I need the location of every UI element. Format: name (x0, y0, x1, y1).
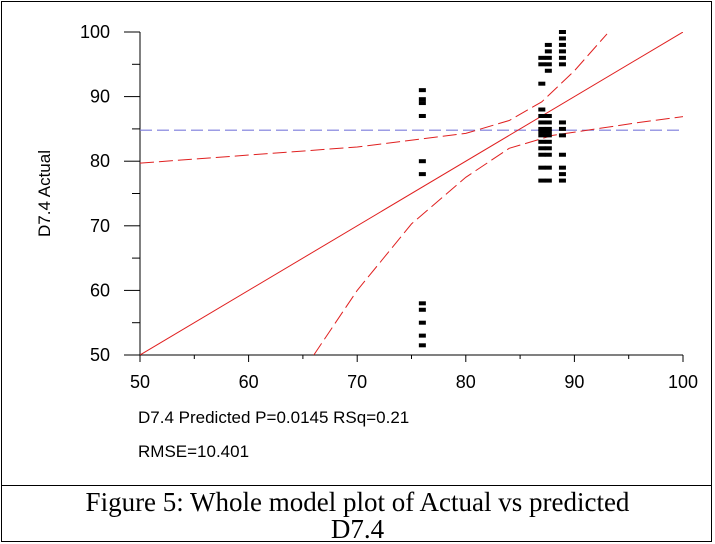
data-point (538, 113, 546, 118)
data-point (544, 165, 552, 170)
data-point (558, 62, 566, 67)
data-point (544, 68, 552, 73)
figure-caption: Figure 5: Whole model plot of Actual vs … (0, 489, 715, 543)
fit-line (140, 32, 683, 355)
x-tick-label: 100 (668, 372, 698, 392)
data-point (558, 120, 566, 125)
data-point (558, 172, 566, 177)
data-point (538, 62, 546, 67)
data-point (558, 49, 566, 54)
data-point (418, 333, 426, 338)
y-tick-label: 70 (90, 216, 110, 236)
data-point (544, 42, 552, 47)
data-point (538, 152, 546, 157)
data-point (544, 178, 552, 183)
data-point (538, 133, 546, 138)
caption-line-2: D7.4 (330, 514, 385, 544)
data-point (418, 172, 426, 177)
data-point (538, 120, 546, 125)
data-point (544, 146, 552, 151)
data-point (544, 113, 552, 118)
data-point (558, 133, 566, 138)
data-point (538, 129, 546, 134)
data-point (558, 36, 566, 41)
y-tick-label: 60 (90, 280, 110, 300)
y-tick-label: 90 (90, 87, 110, 107)
data-point (558, 42, 566, 47)
data-point (418, 159, 426, 164)
data-point (544, 55, 552, 60)
x-tick-label: 70 (347, 372, 367, 392)
y-axis-title: D7.4 Actual (35, 150, 54, 237)
caption-line-1: Figure 5: Whole model plot of Actual vs … (85, 487, 630, 517)
data-point (538, 139, 546, 144)
data-point (558, 178, 566, 183)
data-point (418, 113, 426, 118)
y-tick-label: 100 (80, 22, 110, 42)
x-tick-label: 80 (456, 372, 476, 392)
data-point (538, 55, 546, 60)
confidence-curve-upper (140, 33, 608, 164)
data-point (558, 30, 566, 34)
data-point (418, 343, 426, 348)
data-point (418, 320, 426, 325)
data-point (544, 133, 552, 138)
y-tick-label: 50 (90, 345, 110, 365)
x-tick-label: 90 (564, 372, 584, 392)
data-point (418, 101, 426, 106)
data-point (538, 178, 546, 183)
x-tick-label: 50 (130, 372, 150, 392)
data-point (544, 62, 552, 67)
data-point (538, 165, 546, 170)
data-point (538, 81, 546, 86)
data-point (544, 120, 552, 125)
x-tick-label: 60 (239, 372, 259, 392)
caption-divider (1, 485, 712, 486)
data-point (558, 152, 566, 157)
data-point (418, 307, 426, 312)
data-point (418, 301, 426, 306)
data-point (558, 55, 566, 60)
data-point (538, 107, 546, 112)
data-point (544, 152, 552, 157)
confidence-curve-lower (313, 116, 683, 355)
y-tick-label: 80 (90, 151, 110, 171)
data-point (544, 129, 552, 134)
data-point (558, 126, 566, 131)
data-point (418, 97, 426, 102)
x-axis-label: D7.4 Predicted P=0.0145 RSq=0.21 (138, 408, 410, 427)
data-point (538, 146, 546, 151)
data-point (544, 49, 552, 54)
rmse-label: RMSE=10.401 (138, 442, 250, 461)
data-point (418, 88, 426, 93)
data-point (558, 165, 566, 170)
data-point (544, 139, 552, 144)
chart: 50 60 70 80 90 100 50 60 70 80 90 100 D7.4 Actual (35, 22, 698, 392)
data-point (538, 126, 546, 131)
data-point (544, 126, 552, 131)
